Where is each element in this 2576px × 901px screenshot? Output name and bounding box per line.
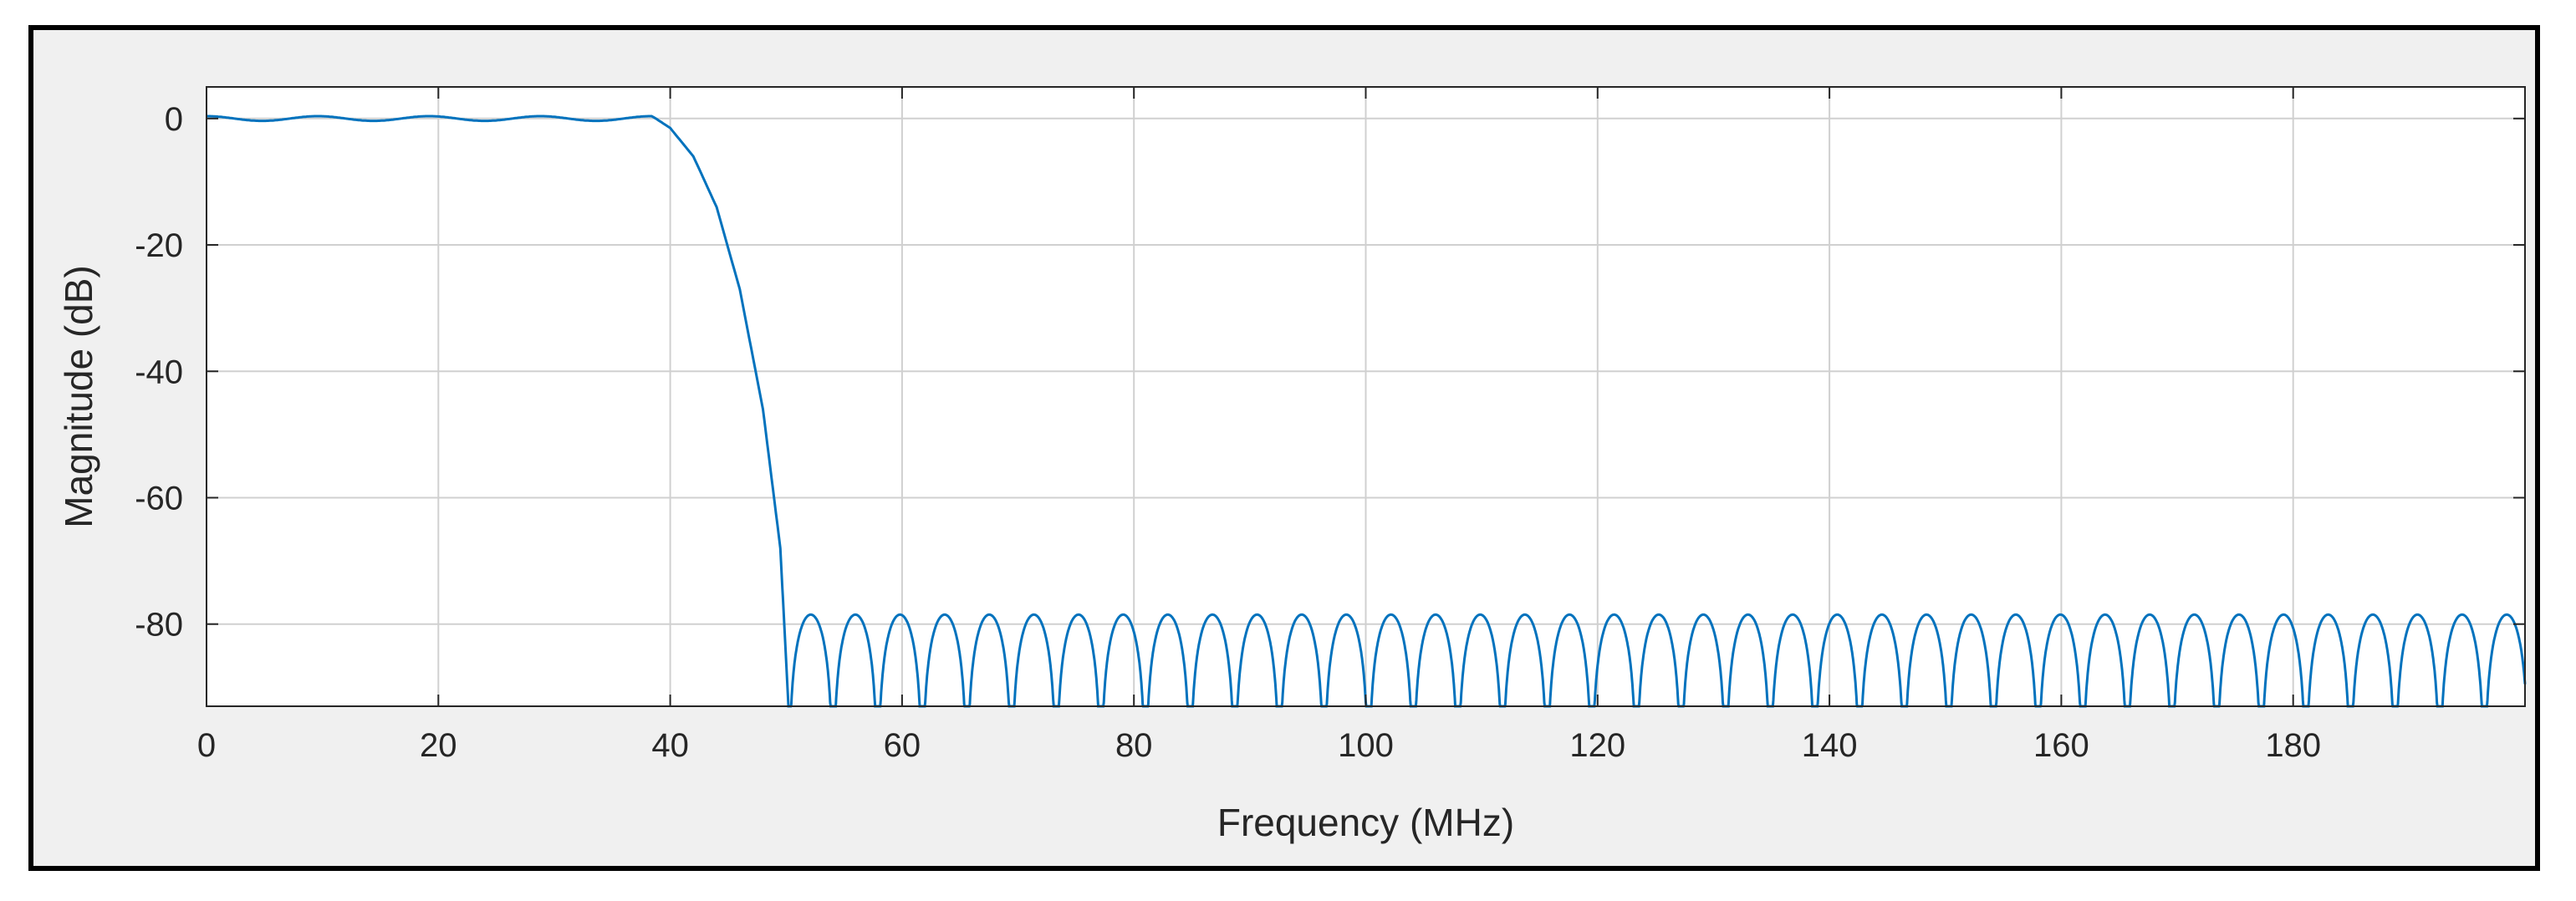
y-grid [207, 117, 2525, 625]
y-tick-label: -40 [135, 354, 183, 390]
axis-ticks [206, 87, 2525, 706]
y-tick-label: -20 [135, 227, 183, 264]
x-tick-label: 60 [884, 727, 921, 764]
y-tick-label: -80 [135, 607, 183, 644]
x-tick-label: 100 [1338, 727, 1394, 764]
y-tick-label: 0 [165, 101, 183, 138]
x-tick-label: 140 [1802, 727, 1858, 764]
x-tick-label: 180 [2265, 727, 2321, 764]
x-tick-label: 40 [651, 727, 689, 764]
x-tick-label: 120 [1569, 727, 1625, 764]
x-tick-labels: 0 20 40 60 80 100 120 140 160 180 [197, 727, 2321, 764]
x-tick-label: 160 [2033, 727, 2089, 764]
x-tick-label: 20 [420, 727, 457, 764]
y-axis-label: Magnitude (dB) [57, 265, 100, 528]
x-axis-label: Frequency (MHz) [1217, 801, 1514, 844]
y-tick-labels: 0 -20 -40 -60 -80 [135, 101, 183, 644]
x-tick-label: 80 [1115, 727, 1153, 764]
x-tick-label: 0 [197, 727, 216, 764]
y-tick-label: -60 [135, 480, 183, 517]
x-grid [206, 87, 2294, 706]
